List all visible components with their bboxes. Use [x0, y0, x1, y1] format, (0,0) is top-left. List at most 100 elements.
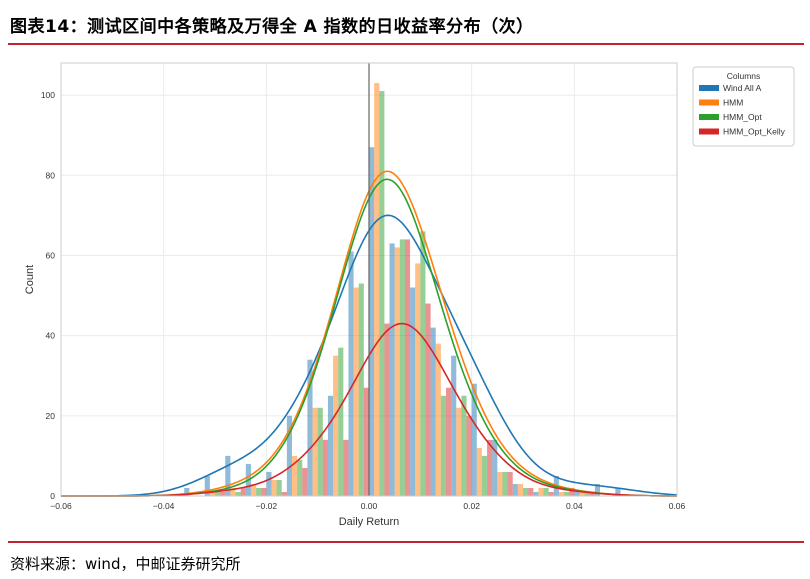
- y-axis-label: Count: [24, 265, 36, 294]
- x-tick-label: −0.06: [50, 501, 72, 511]
- bar-wind all a: [451, 355, 457, 496]
- bar-hmm-opt-kelly: [302, 467, 308, 496]
- bar-wind all a: [389, 243, 395, 496]
- bar-hmm-opt-kelly: [343, 439, 349, 496]
- bar-wind all a: [533, 491, 539, 496]
- y-tick-label: 60: [46, 250, 56, 260]
- y-tick-label: 40: [46, 331, 56, 341]
- bar-wind all a: [594, 483, 600, 496]
- bar-hmm-opt-kelly: [240, 487, 246, 496]
- legend-title: Columns: [727, 71, 761, 81]
- bar-hmm: [209, 491, 215, 496]
- bar-hmm-opt-kelly: [446, 387, 452, 496]
- title-divider: [8, 43, 804, 45]
- bar-hmm-opt: [399, 239, 405, 496]
- x-axis-label: Daily Return: [339, 516, 400, 528]
- bar-hmm-opt-kelly: [528, 487, 534, 496]
- legend: Columns Wind All A HMM HMM_Opt HMM_Opt_Kelly: [692, 66, 795, 147]
- bar-hmm-opt: [461, 395, 467, 496]
- bar-hmm-opt: [338, 347, 344, 496]
- bar-hmm-opt-kelly: [220, 491, 226, 496]
- bar-hmm-opt-kelly: [507, 471, 513, 496]
- bar-hmm-opt-kelly: [384, 323, 390, 496]
- bar-hmm: [579, 491, 585, 496]
- bar-wind all a: [225, 455, 231, 496]
- legend-swatch: [699, 85, 719, 91]
- bar-hmm: [435, 343, 441, 496]
- y-tick-label: 80: [46, 170, 56, 180]
- bar-hmm: [374, 83, 380, 496]
- source-note: 资料来源：wind，中邮证券研究所: [10, 555, 241, 573]
- bar-wind all a: [574, 491, 580, 496]
- bar-hmm: [415, 263, 421, 496]
- bar-hmm: [333, 355, 339, 496]
- bar-hmm-opt-kelly: [281, 491, 287, 496]
- bar-hmm-opt-kelly: [261, 487, 267, 496]
- bar-hmm: [517, 483, 523, 496]
- bar-hmm-opt: [317, 407, 323, 496]
- legend-label: HMM_Opt: [723, 112, 762, 122]
- legend-swatch: [699, 128, 719, 135]
- x-tick-label: 0.04: [566, 501, 583, 511]
- bar-hmm-opt: [379, 91, 385, 496]
- figure-title: 图表14：测试区间中各策略及万得全 A 指数的日收益率分布（次）: [10, 17, 534, 37]
- bar-hmm: [271, 479, 277, 496]
- bar-hmm-opt-kelly: [589, 491, 595, 496]
- bar-hmm-opt: [358, 283, 364, 496]
- footer-divider: [8, 541, 804, 543]
- bar-hmm-opt-kelly: [466, 415, 472, 496]
- bar-hmm: [394, 247, 400, 496]
- bar-hmm-opt: [235, 491, 241, 496]
- bar-hmm: [353, 287, 359, 496]
- bar-wind all a: [492, 439, 498, 496]
- x-tick-label: −0.02: [256, 501, 278, 511]
- legend-label: HMM_Opt_Kelly: [723, 127, 786, 137]
- legend-label: Wind All A: [723, 83, 762, 93]
- bar-hmm: [312, 407, 318, 496]
- x-tick-label: 0.02: [463, 501, 480, 511]
- bar-hmm-opt: [584, 491, 590, 496]
- histogram-bars: [184, 83, 621, 496]
- bar-wind all a: [430, 327, 436, 496]
- bar-hmm-opt-kelly: [569, 487, 575, 496]
- bar-hmm-opt-kelly: [548, 491, 554, 496]
- bar-hmm-opt: [543, 487, 549, 496]
- bar-hmm: [476, 447, 482, 496]
- histogram-chart: −0.06 −0.04 −0.02 0.00 0.02 0.04 0.06 0 20 40 60 80…: [24, 62, 795, 528]
- bar-hmm-opt: [440, 395, 446, 496]
- bar-hmm: [230, 487, 236, 496]
- bar-hmm-opt-kelly: [363, 387, 369, 496]
- bar-wind all a: [348, 251, 354, 496]
- bar-hmm: [538, 487, 544, 496]
- x-tick-label: 0.00: [361, 501, 378, 511]
- bar-hmm-opt: [420, 231, 426, 496]
- bar-wind all a: [184, 487, 190, 496]
- bar-hmm-opt-kelly: [487, 439, 493, 496]
- bar-hmm-opt: [297, 459, 303, 496]
- bar-hmm-opt-kelly: [322, 439, 328, 496]
- axes: −0.06 −0.04 −0.02 0.00 0.02 0.04 0.06 0 20 40 60 80…: [24, 62, 686, 528]
- x-tick-label: −0.04: [153, 501, 175, 511]
- y-tick-label: 0: [50, 491, 55, 501]
- y-tick-label: 100: [41, 90, 55, 100]
- bar-hmm-opt: [502, 471, 508, 496]
- x-tick-label: 0.06: [669, 501, 686, 511]
- legend-swatch: [699, 114, 719, 120]
- y-tick-label: 20: [46, 411, 56, 421]
- bar-hmm-opt-kelly: [404, 239, 411, 496]
- bar-wind all a: [327, 395, 334, 496]
- legend-label: HMM: [723, 98, 743, 108]
- bar-wind all a: [615, 487, 621, 496]
- bar-wind all a: [204, 475, 210, 496]
- bar-hmm-opt: [564, 491, 570, 496]
- bar-hmm: [292, 455, 298, 496]
- bar-hmm-opt: [215, 491, 221, 496]
- bar-wind all a: [286, 415, 292, 496]
- bar-wind all a: [471, 383, 477, 496]
- bar-hmm: [497, 471, 503, 496]
- bar-hmm-opt: [276, 479, 282, 496]
- bar-hmm-opt-kelly: [425, 303, 431, 496]
- bar-hmm: [456, 407, 462, 496]
- bar-wind all a: [410, 287, 416, 496]
- bar-hmm: [250, 483, 257, 496]
